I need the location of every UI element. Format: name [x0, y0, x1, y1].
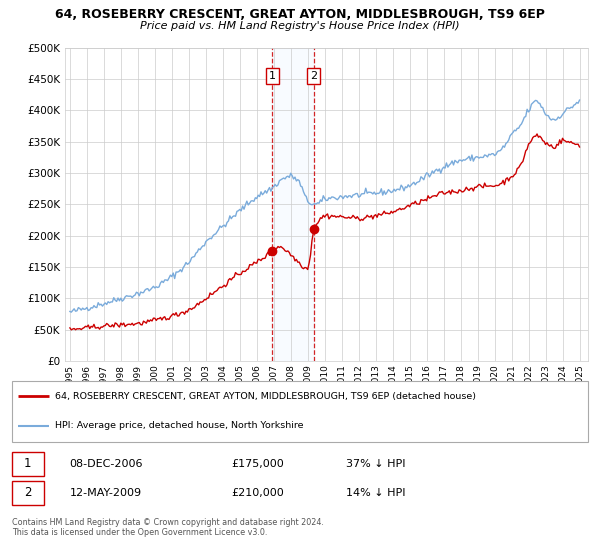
Text: Contains HM Land Registry data © Crown copyright and database right 2024.
This d: Contains HM Land Registry data © Crown c… — [12, 518, 324, 538]
Text: 64, ROSEBERRY CRESCENT, GREAT AYTON, MIDDLESBROUGH, TS9 6EP: 64, ROSEBERRY CRESCENT, GREAT AYTON, MID… — [55, 8, 545, 21]
Bar — [12, 480, 44, 505]
Text: 12-MAY-2009: 12-MAY-2009 — [70, 488, 142, 498]
Text: Price paid vs. HM Land Registry's House Price Index (HPI): Price paid vs. HM Land Registry's House … — [140, 21, 460, 31]
Text: 37% ↓ HPI: 37% ↓ HPI — [346, 459, 406, 469]
Text: 1: 1 — [269, 71, 276, 81]
Bar — [12, 451, 44, 476]
Text: HPI: Average price, detached house, North Yorkshire: HPI: Average price, detached house, Nort… — [55, 421, 304, 430]
Text: 2: 2 — [310, 71, 317, 81]
Text: 64, ROSEBERRY CRESCENT, GREAT AYTON, MIDDLESBROUGH, TS9 6EP (detached house): 64, ROSEBERRY CRESCENT, GREAT AYTON, MID… — [55, 391, 476, 401]
Bar — [272, 48, 314, 361]
Text: 14% ↓ HPI: 14% ↓ HPI — [346, 488, 406, 498]
Text: 1: 1 — [24, 457, 32, 470]
Text: 08-DEC-2006: 08-DEC-2006 — [70, 459, 143, 469]
Text: 2: 2 — [24, 486, 32, 500]
Text: £210,000: £210,000 — [231, 488, 284, 498]
Text: £175,000: £175,000 — [231, 459, 284, 469]
